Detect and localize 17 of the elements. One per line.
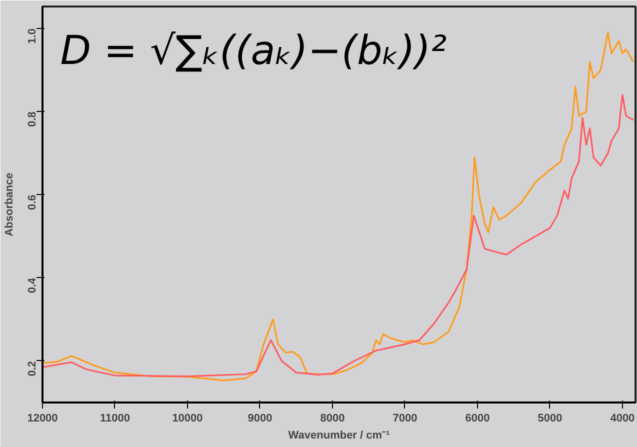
x-axis-title: Wavenumber / cm⁻¹ [288, 430, 390, 442]
x-tick-label: 4000 [610, 412, 635, 424]
x-tick-label: 9000 [248, 412, 272, 424]
y-tick-label: 0.6 [26, 194, 38, 210]
y-tick-label: 0.2 [26, 360, 38, 376]
y-tick-label: 0.8 [26, 112, 38, 127]
x-tick-label: 7000 [392, 412, 418, 424]
y-tick-label: 0.4 [26, 276, 38, 294]
x-tick-label: 6000 [465, 412, 490, 424]
x-tick-label: 12000 [27, 412, 58, 424]
x-tick-label: 10000 [172, 412, 203, 424]
y-axis-title: Absorbance [4, 172, 16, 236]
x-tick-label: 8000 [320, 412, 345, 424]
y-tick-label: 1.0 [26, 28, 38, 44]
annotation: D = √∑ₖ((aₖ)−(bₖ))² [60, 28, 447, 74]
x-tick-label: 11000 [100, 412, 130, 424]
x-tick-label: 5000 [538, 412, 562, 424]
